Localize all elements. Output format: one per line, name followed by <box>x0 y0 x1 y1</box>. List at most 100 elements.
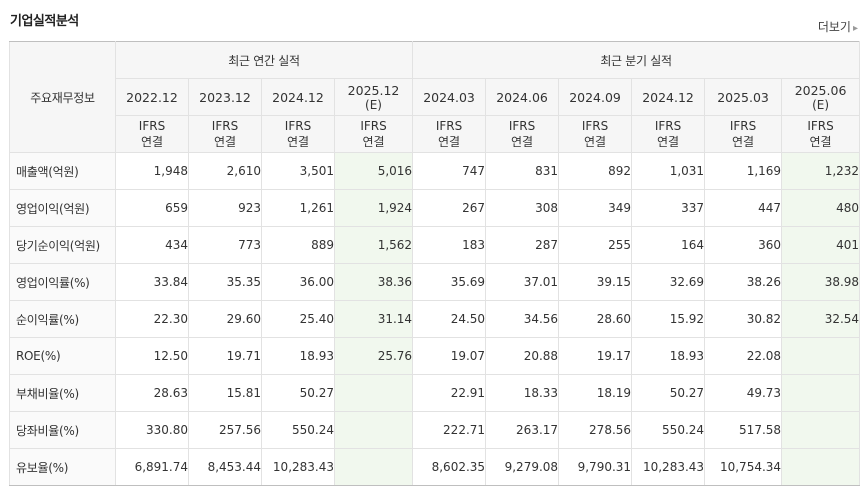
financial-summary-table: 주요재무정보 최근 연간 실적 최근 분기 실적 2022.12 2023.12 2… <box>9 41 861 486</box>
accounting-basis-line: IFRS <box>284 119 312 133</box>
table-cell: 1,232 <box>781 152 861 190</box>
table-cell: 278.56 <box>558 411 633 449</box>
accounting-basis: IFRS 연결 <box>781 115 861 153</box>
estimate-mark: (E) <box>365 97 382 112</box>
table-cell: 22.08 <box>704 337 783 375</box>
period-header: 2024.06 <box>485 78 560 116</box>
table-row: 매출액(억원) 1,948 2,610 3,501 5,016 747 831 892 1,03… <box>9 152 861 190</box>
period-label: 2024.09 <box>569 89 621 105</box>
period-label: 2025.03 <box>717 89 769 105</box>
table-cell: 50.27 <box>261 374 335 412</box>
accounting-basis-line: IFRS <box>807 119 834 133</box>
chevron-right-icon: ▸ <box>852 23 858 34</box>
table-cell: 18.33 <box>485 374 560 412</box>
table-cell: 360 <box>704 226 783 264</box>
table-cell: 19.07 <box>412 337 487 375</box>
table-cell: 39.15 <box>558 263 633 301</box>
table-cell: 35.35 <box>188 263 262 301</box>
row-label: 영업이익률(%) <box>9 263 116 301</box>
table-cell: 255 <box>558 226 633 264</box>
accounting-basis: IFRS 연결 <box>631 115 706 153</box>
period-header: 2022.12 <box>115 78 189 116</box>
accounting-basis: IFRS 연결 <box>558 115 633 153</box>
table-cell: 18.93 <box>261 337 335 375</box>
table-cell: 38.98 <box>781 263 861 301</box>
table-cell: 33.84 <box>115 263 189 301</box>
table-cell: 31.14 <box>333 300 414 338</box>
table-row: ROE(%) 12.50 19.71 18.93 25.76 19.07 20.88 19.1… <box>9 337 861 375</box>
table-cell: 1,261 <box>261 189 335 227</box>
period-label: 2024.12 <box>642 89 694 105</box>
table-cell: 37.01 <box>485 263 560 301</box>
accounting-basis-line: 연결 <box>732 135 755 149</box>
table-cell: 447 <box>704 189 783 227</box>
table-cell: 25.76 <box>333 337 414 375</box>
table-cell: 30.82 <box>704 300 783 338</box>
accounting-basis-line: IFRS <box>508 119 536 133</box>
accounting-basis-line: IFRS <box>654 119 682 133</box>
accounting-basis: IFRS 연결 <box>704 115 783 153</box>
corner-header: 주요재무정보 <box>9 41 116 153</box>
table-cell: 892 <box>558 152 633 190</box>
table-cell: 337 <box>631 189 706 227</box>
period-label: 2025.12 <box>347 82 400 98</box>
table-cell: 889 <box>261 226 335 264</box>
table-cell: 183 <box>412 226 487 264</box>
table-row: 유보율(%) 6,891.74 8,453.44 10,283.43 8,602.35 9… <box>9 448 861 486</box>
table-cell: 29.60 <box>188 300 262 338</box>
table-cell: 12.50 <box>115 337 189 375</box>
table-cell <box>781 374 861 412</box>
period-label: 2024.06 <box>496 89 548 105</box>
period-header: 2024.03 <box>412 78 487 116</box>
annual-group-header: 최근 연간 실적 <box>114 41 414 79</box>
accounting-basis: IFRS 연결 <box>412 115 487 153</box>
table-cell: 32.54 <box>781 300 861 338</box>
table-cell: 8,453.44 <box>188 448 262 486</box>
accounting-basis-line: IFRS <box>435 119 463 133</box>
table-cell: 517.58 <box>704 411 783 449</box>
accounting-basis-line: IFRS <box>729 119 757 133</box>
accounting-basis-line: 연결 <box>809 135 832 149</box>
quarter-group-header: 최근 분기 실적 <box>412 41 861 79</box>
period-label: 2022.12 <box>126 89 178 105</box>
table-cell: 19.71 <box>188 337 262 375</box>
accounting-basis-line: 연결 <box>140 135 164 149</box>
table-cell: 15.92 <box>631 300 706 338</box>
table-cell: 1,031 <box>631 152 706 190</box>
table-cell: 330.80 <box>115 411 189 449</box>
row-label: 매출액(억원) <box>9 152 116 190</box>
table-cell <box>781 448 861 486</box>
table-row: 당좌비율(%) 330.80 257.56 550.24 222.71 263.17 278… <box>9 411 861 449</box>
table-cell: 3,501 <box>261 152 335 190</box>
period-header: 2024.12 <box>631 78 706 116</box>
table-cell: 308 <box>485 189 560 227</box>
table-cell: 19.17 <box>558 337 633 375</box>
table-cell: 480 <box>781 189 861 227</box>
table-cell: 222.71 <box>412 411 487 449</box>
table-cell: 1,169 <box>704 152 783 190</box>
table-row: 당기순이익(억원) 434 773 889 1,562 183 287 255 164 360 40… <box>9 226 861 264</box>
more-link-label: 더보기 <box>817 20 851 34</box>
table-cell: 49.73 <box>704 374 783 412</box>
row-label: 유보율(%) <box>9 448 116 486</box>
table-cell: 18.93 <box>631 337 706 375</box>
accounting-basis: IFRS 연결 <box>115 115 189 153</box>
table-cell: 18.19 <box>558 374 633 412</box>
accounting-basis-line: 연결 <box>213 135 237 149</box>
period-row: 2022.12 2023.12 2024.12 2025.12 (E) 2024.03 20… <box>10 78 861 116</box>
estimate-mark: (E) <box>812 97 830 112</box>
table-cell: 9,279.08 <box>485 448 560 486</box>
period-header: 2025.06 (E) <box>781 78 861 116</box>
table-cell: 2,610 <box>188 152 262 190</box>
period-header: 2024.12 <box>261 78 335 116</box>
accounting-basis-line: IFRS <box>138 119 166 133</box>
table-cell: 747 <box>412 152 487 190</box>
table-cell: 401 <box>781 226 861 264</box>
table-cell: 550.24 <box>631 411 706 449</box>
table-cell: 349 <box>558 189 633 227</box>
more-link[interactable]: 더보기 ▸ <box>818 18 858 35</box>
accounting-row: IFRS 연결 IFRS 연결 IFRS 연결 IFRS 연결 IFRS 연결 IFRS 연결 IFRS… <box>10 115 861 153</box>
table-cell: 434 <box>115 226 189 264</box>
table-cell: 257.56 <box>188 411 262 449</box>
table-cell: 32.69 <box>631 263 706 301</box>
